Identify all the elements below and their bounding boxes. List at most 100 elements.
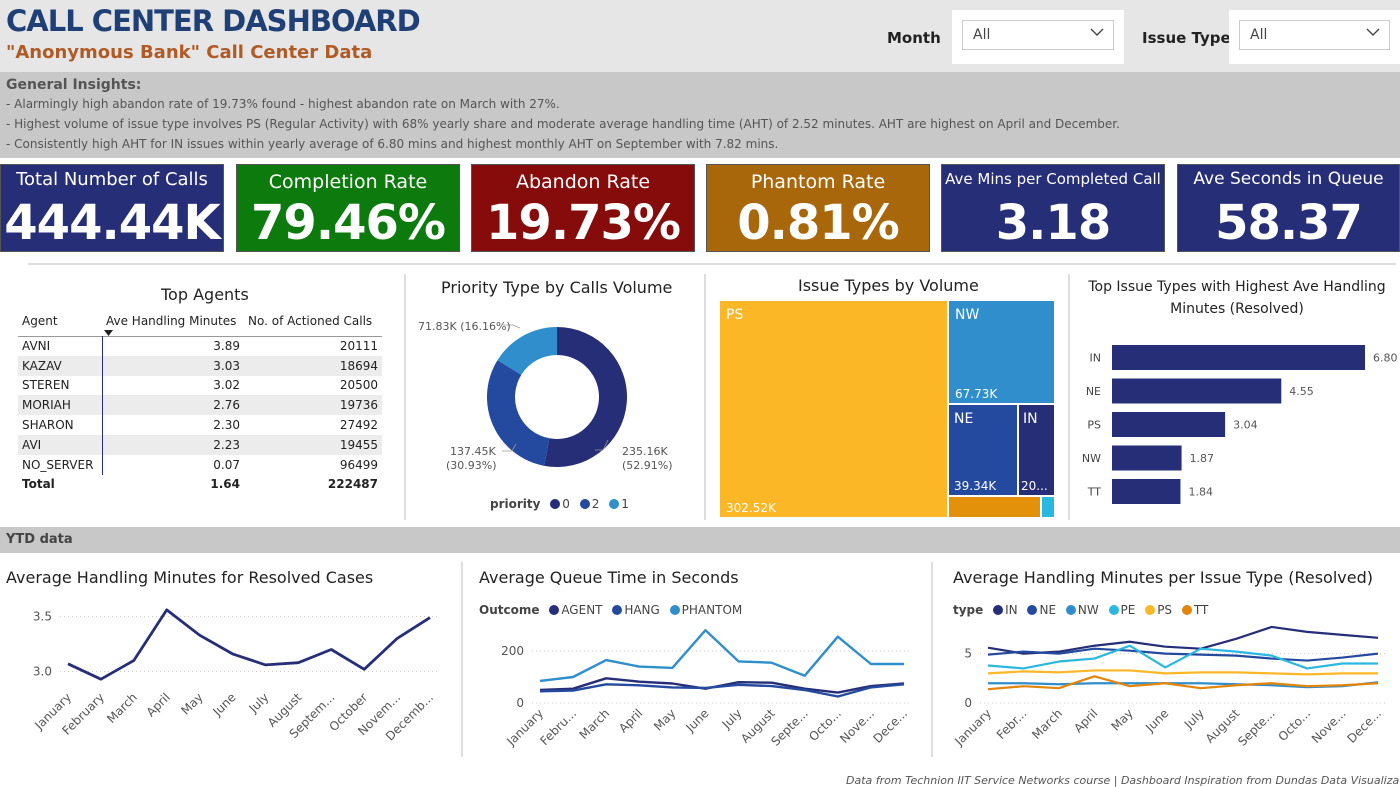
- agent-calls: 18694: [244, 355, 382, 376]
- hbar-bar-NW[interactable]: [1112, 445, 1182, 471]
- series-line-value[interactable]: [67, 608, 431, 681]
- y-tick-label: 3.5: [33, 610, 52, 624]
- agent-aht: 3.02: [101, 375, 244, 396]
- top-agents-title: Top Agents: [161, 285, 249, 304]
- kpi-ave-mins-completed: Ave Mins per Completed Call 3.18: [941, 164, 1165, 252]
- x-tick-label: May: [651, 706, 678, 733]
- donut-label-2: 137.45K: [450, 445, 496, 458]
- series-line-PHANTOM[interactable]: [539, 628, 904, 683]
- total-label: Total: [22, 477, 55, 492]
- hbar-bar-NE[interactable]: [1112, 378, 1282, 404]
- treemap-tile-nw[interactable]: NW 67.73K: [949, 301, 1054, 403]
- total-calls: 222487: [327, 477, 378, 492]
- series-line-PE[interactable]: [987, 644, 1378, 670]
- donut-label-2-pct: (30.93%): [446, 459, 497, 472]
- hbar-category-label: NW: [1082, 452, 1101, 465]
- legend-label[interactable]: AGENT: [561, 603, 603, 617]
- legend-label[interactable]: 2: [591, 497, 600, 511]
- donut-slice-2[interactable]: [487, 360, 550, 466]
- agent-aht: 2.23: [101, 434, 244, 455]
- agent-name: SHARON: [22, 418, 74, 433]
- month-select-value: All: [973, 27, 991, 43]
- table-row[interactable]: KAZAV 3.03 18694: [18, 355, 382, 376]
- donut-slice-0[interactable]: [544, 327, 627, 467]
- kpi-label: Completion Rate: [268, 171, 428, 193]
- legend-title: priority: [490, 497, 541, 511]
- insight-line: - Consistently high AHT for IN issues wi…: [6, 137, 779, 151]
- column-header-calls[interactable]: No. of Actioned Calls: [248, 313, 373, 328]
- treemap-tile-pe[interactable]: [1042, 497, 1054, 517]
- x-tick-label: March: [1029, 706, 1065, 742]
- table-row[interactable]: NO_SERVER 0.07 96499: [18, 454, 382, 475]
- x-tick-label: March: [104, 690, 140, 726]
- x-tick-label: Febru...: [537, 706, 579, 748]
- legend-dot: [550, 499, 561, 509]
- x-tick-label: Dece...: [870, 706, 910, 746]
- series-line-NE[interactable]: [987, 647, 1379, 662]
- kpi-value: 58.37: [1215, 195, 1363, 251]
- hbar-title-line-1: Top Issue Types with Highest Ave Handlin…: [1087, 279, 1385, 295]
- series-line-PS[interactable]: [987, 669, 1378, 676]
- kpi-total-calls: Total Number of Calls 444.44K: [0, 164, 224, 252]
- legend-label[interactable]: 1: [621, 497, 629, 511]
- month-select[interactable]: All: [962, 20, 1114, 50]
- legend-label[interactable]: HANG: [624, 603, 660, 617]
- hbar-category-label: IN: [1090, 352, 1101, 365]
- ytd-label: YTD data: [6, 532, 73, 547]
- footer-credit: Data from Technion IIT Service Networks …: [846, 774, 1400, 787]
- series-line-TT[interactable]: [987, 675, 1379, 691]
- top-agents-table-wrap: Agent Ave Handling Minutes No. of Action…: [18, 306, 382, 494]
- table-row[interactable]: MORIAH 2.76 19736: [18, 395, 382, 416]
- hbar-category-label: TT: [1087, 486, 1102, 499]
- column-header-agent[interactable]: Agent: [22, 313, 58, 328]
- x-tick-label: Dece...: [1344, 706, 1384, 746]
- tile-value: 39.34K: [954, 479, 997, 493]
- hbar-bar-PS[interactable]: [1112, 412, 1226, 437]
- table-total-row: Total 1.64 222487: [18, 475, 382, 495]
- x-tick-label: Septe...: [1235, 706, 1278, 749]
- legend-label[interactable]: NE: [1039, 603, 1057, 617]
- legend-label[interactable]: PS: [1157, 603, 1173, 617]
- leader-line: [503, 324, 521, 329]
- agent-calls: 19736: [244, 395, 382, 416]
- legend-label[interactable]: NW: [1077, 603, 1099, 617]
- table-row[interactable]: SHARON 2.30 27492: [18, 415, 382, 435]
- top-issue-aht-bar-chart: Top Issue Types with Highest Ave Handlin…: [1082, 279, 1398, 504]
- table-row[interactable]: AVI 2.23 19455: [18, 434, 382, 455]
- series-line-HANG[interactable]: [539, 683, 905, 698]
- legend-dot: [579, 499, 590, 509]
- hbar-bar-TT[interactable]: [1112, 479, 1181, 504]
- kpi-ave-seconds-queue: Ave Seconds in Queue 58.37: [1177, 164, 1400, 252]
- legend-dot: [612, 605, 623, 615]
- treemap-tile-tt[interactable]: [949, 497, 1040, 517]
- hbar-bar-IN[interactable]: [1112, 345, 1365, 370]
- legend-label[interactable]: 0: [562, 497, 570, 511]
- table-row[interactable]: AVNI 3.89 20111: [18, 336, 382, 356]
- treemap-tile-in[interactable]: IN 20...: [1019, 405, 1054, 495]
- vertical-divider: [461, 562, 463, 757]
- kpi-label: Phantom Rate: [750, 171, 886, 193]
- hbar-value-label: 3.04: [1233, 419, 1258, 432]
- column-header-handling[interactable]: Ave Handling Minutes: [102, 306, 244, 336]
- treemap-tile-ps[interactable]: PS 302.52K: [720, 301, 947, 517]
- top-agents-table: Agent Ave Handling Minutes No. of Action…: [18, 306, 382, 494]
- hbar-category-label: NE: [1086, 385, 1101, 398]
- donut-slice-1[interactable]: [497, 327, 557, 375]
- legend-dot: [1108, 605, 1119, 615]
- legend-label[interactable]: IN: [1005, 603, 1018, 617]
- treemap-tile-ne[interactable]: NE 39.34K: [949, 405, 1017, 495]
- vertical-divider: [404, 274, 406, 520]
- kpi-value: 0.81%: [737, 195, 900, 251]
- leader-line: [502, 443, 517, 452]
- legend-label[interactable]: PE: [1120, 603, 1136, 617]
- issue-treemap: PS 302.52K NW 67.73K NE 39.34K IN 20...: [720, 301, 1056, 517]
- legend-label[interactable]: PHANTOM: [681, 603, 743, 617]
- chevron-down-icon: [1090, 28, 1104, 36]
- issue-type-select[interactable]: All: [1239, 20, 1390, 50]
- vertical-divider: [1068, 274, 1070, 520]
- legend-dot: [1027, 605, 1038, 615]
- legend-label[interactable]: TT: [1193, 603, 1209, 617]
- series-line-IN[interactable]: [987, 625, 1379, 655]
- x-tick-label: Febr...: [994, 706, 1030, 742]
- table-row[interactable]: STEREN 3.02 20500: [18, 375, 382, 396]
